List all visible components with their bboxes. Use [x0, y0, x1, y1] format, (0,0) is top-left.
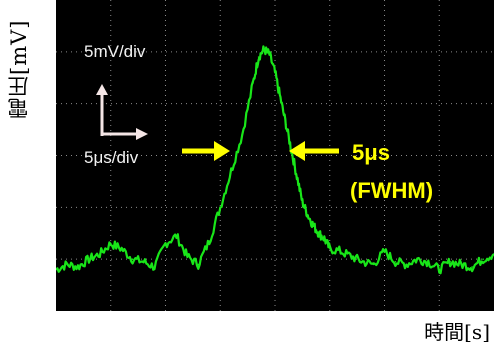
- waveform-point: [208, 240, 211, 242]
- waveform-point: [252, 82, 254, 84]
- waveform-point: [164, 242, 167, 245]
- vertical-scale-text: 5mV/div: [84, 42, 146, 61]
- waveform-point: [175, 235, 178, 237]
- waveform-point: [186, 255, 189, 258]
- waveform-line: [56, 45, 494, 275]
- waveform-point: [110, 242, 112, 245]
- scale-arrows-icon: [96, 84, 148, 140]
- y-axis-label: 電圧[mV]: [7, 19, 31, 120]
- waveform-point: [131, 258, 134, 261]
- waveform-point: [142, 261, 145, 263]
- fwhm-arrow-left-head-icon: [214, 141, 230, 161]
- waveform-point: [394, 261, 397, 263]
- waveform-point: [405, 263, 408, 266]
- waveform-point: [339, 250, 342, 253]
- waveform-point: [279, 97, 282, 100]
- waveform-point: [219, 206, 222, 209]
- waveform-point: [56, 268, 57, 271]
- waveform-point: [361, 261, 364, 263]
- waveform-point: [323, 237, 326, 240]
- waveform-point: [285, 123, 287, 126]
- waveform-point: [268, 53, 271, 56]
- oscilloscope-screen: 5mV/div 5μs/div 5μs (FWHM): [56, 0, 494, 311]
- waveform-point: [153, 266, 156, 268]
- waveform-point: [77, 266, 79, 268]
- fwhm-value-text: 5μs: [352, 140, 390, 165]
- waveform-point: [263, 48, 265, 50]
- waveform-point: [296, 175, 298, 177]
- fwhm-arrow-right-head-icon: [289, 141, 305, 161]
- waveform-point: [427, 261, 430, 263]
- scale-arrow-right-head-icon: [136, 128, 148, 140]
- waveform-point: [257, 56, 260, 58]
- fwhm-arrows-icon: [182, 141, 339, 161]
- waveform-point: [372, 263, 375, 266]
- waveform-point: [482, 258, 484, 261]
- horizontal-scale-text: 5μs/div: [84, 148, 139, 167]
- scale-arrow-up-head-icon: [96, 84, 108, 95]
- fwhm-label-text: (FWHM): [350, 178, 434, 203]
- waveform-point: [329, 248, 331, 250]
- waveform-point: [301, 201, 304, 203]
- waveform-point: [383, 250, 386, 253]
- waveform-trace: [56, 45, 494, 275]
- waveform-point: [312, 224, 315, 227]
- waveform-point: [88, 258, 90, 261]
- waveform-point: [438, 268, 441, 271]
- waveform-point: [241, 134, 243, 136]
- x-axis-label: 時間[s]: [424, 320, 490, 344]
- waveform-point: [99, 253, 101, 255]
- waveform-point: [197, 263, 200, 266]
- waveform-point: [120, 248, 123, 250]
- waveform-point: [471, 266, 473, 268]
- waveform-point: [230, 170, 232, 172]
- waveform-point: [460, 263, 463, 266]
- waveform-point: [318, 232, 320, 235]
- waveform-point: [350, 255, 353, 258]
- waveform-point: [416, 258, 419, 261]
- oscilloscope-plot: [56, 0, 494, 311]
- waveform-point: [66, 263, 68, 266]
- waveform-point: [274, 71, 276, 74]
- waveform-point: [449, 261, 452, 263]
- waveform-point: [307, 214, 309, 216]
